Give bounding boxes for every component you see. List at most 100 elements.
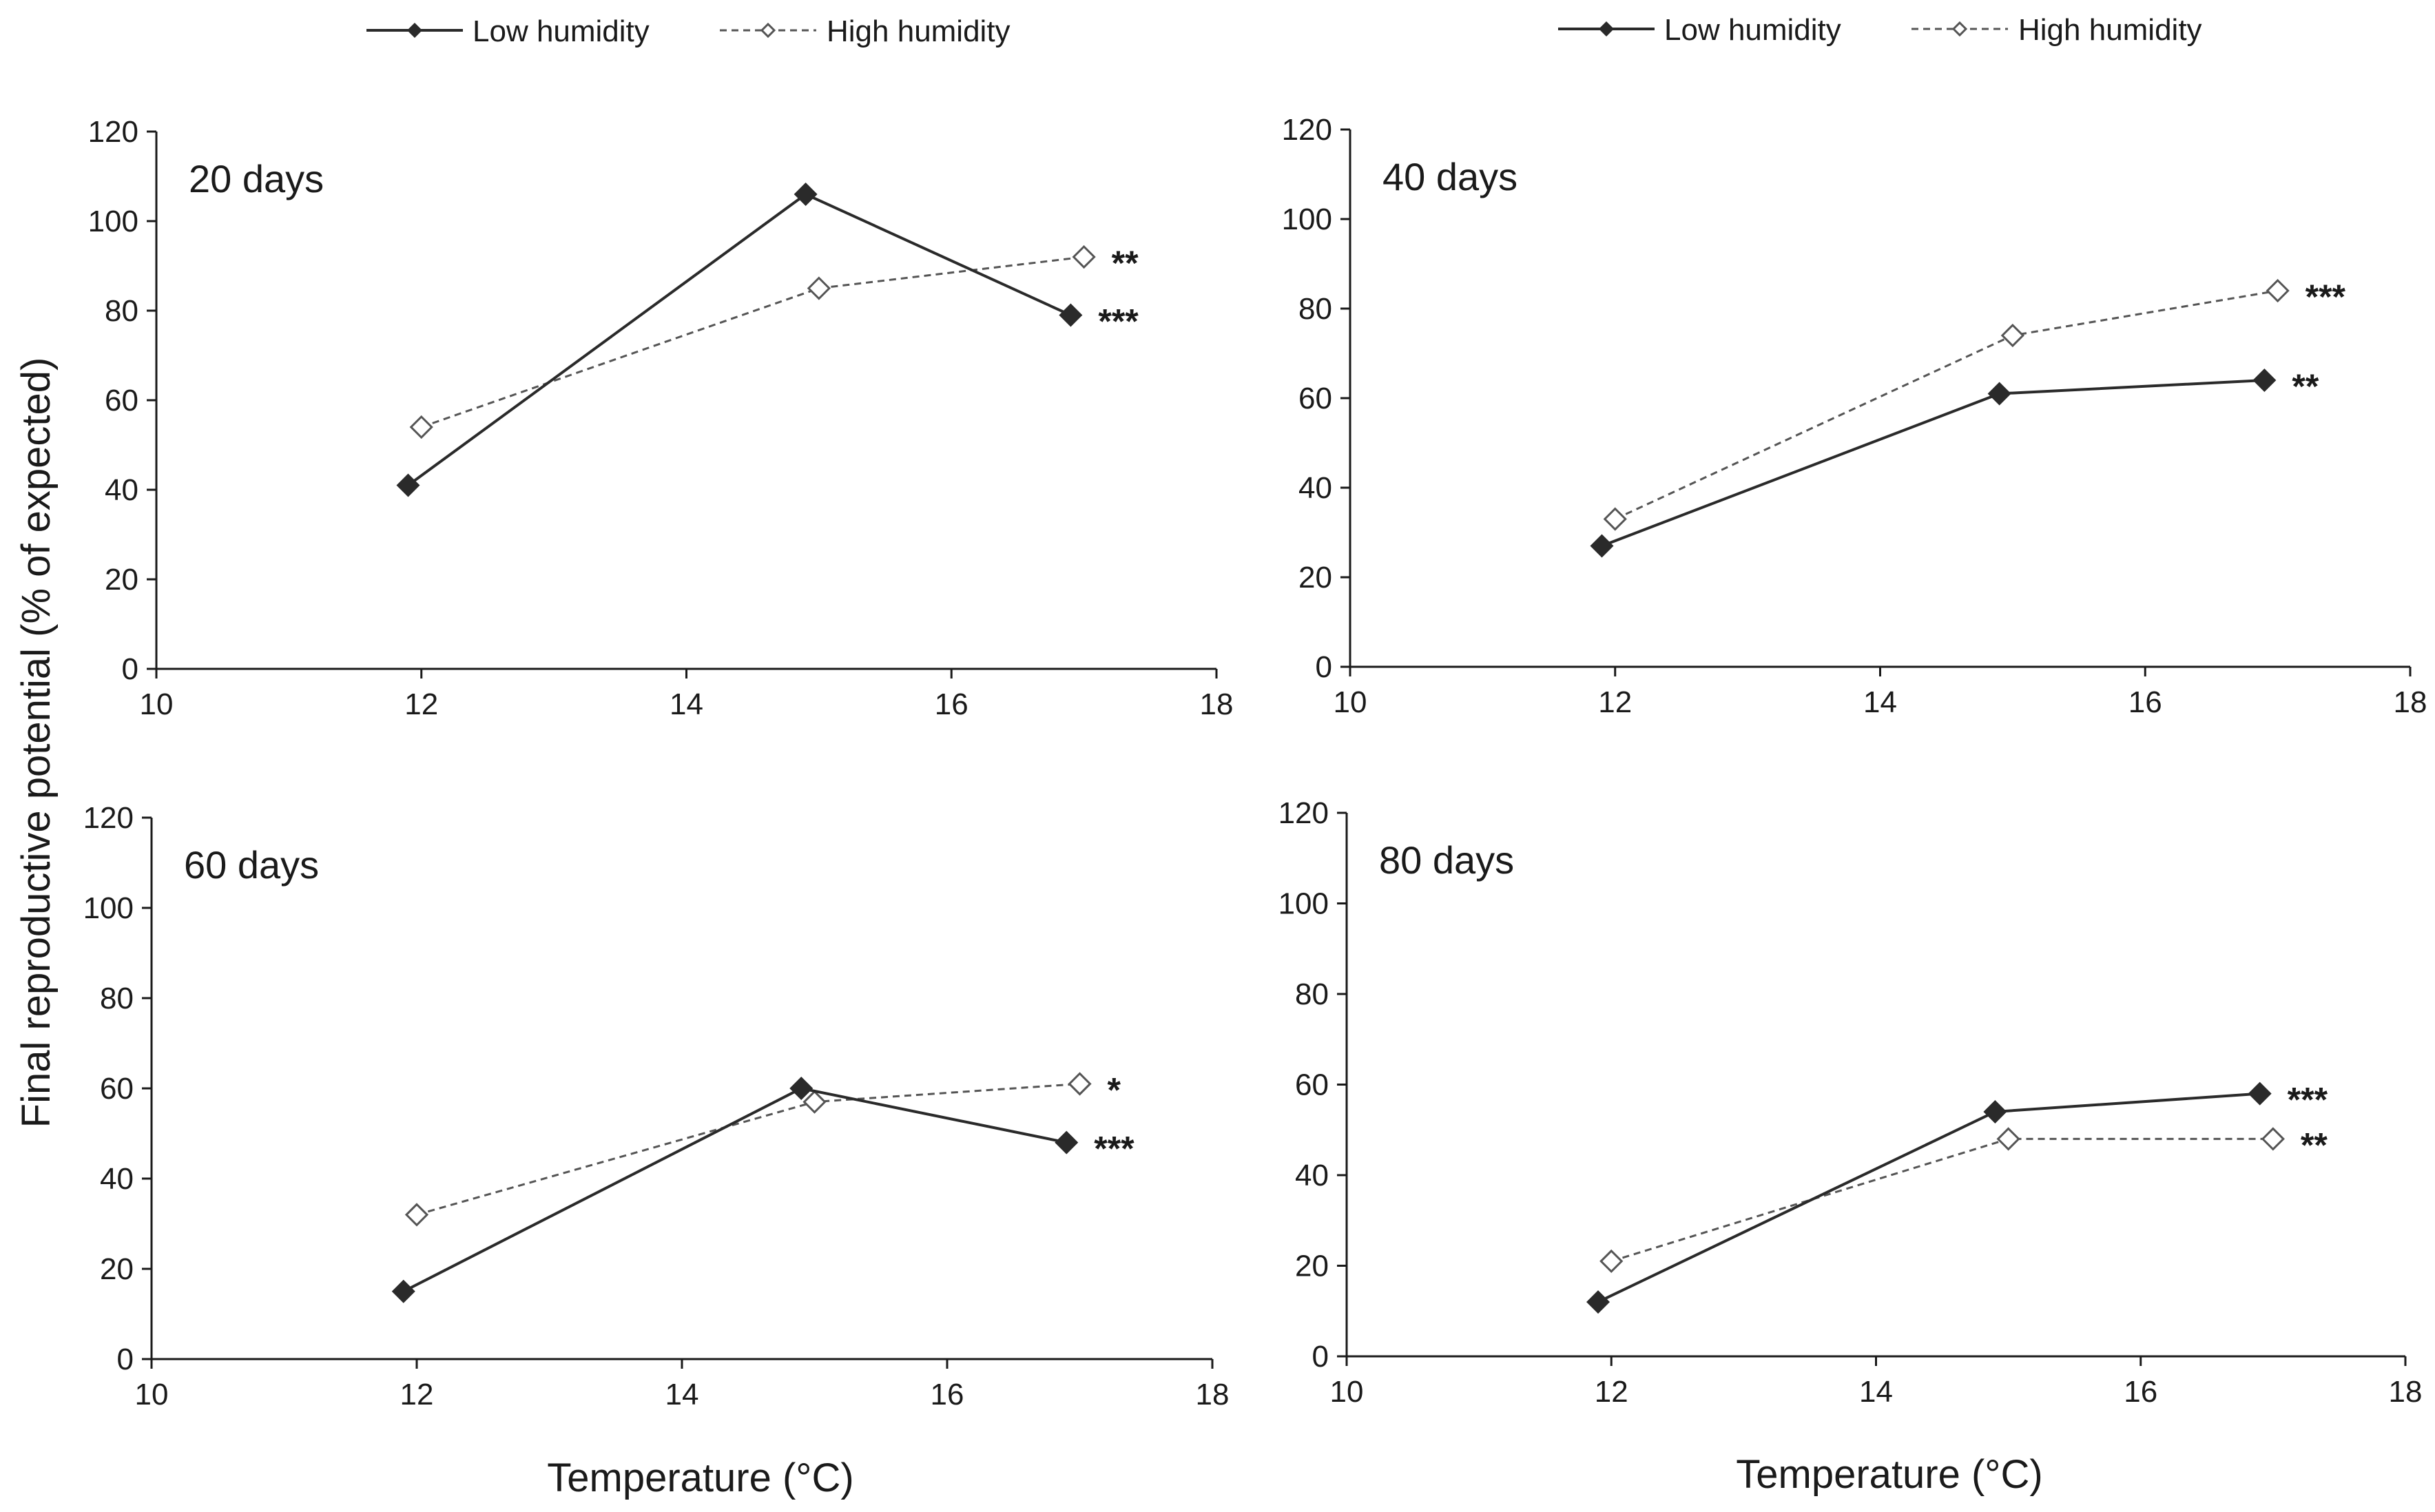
x-tick-label: 14: [670, 687, 703, 721]
y-tick-label: 120: [83, 801, 134, 835]
high-humidity-point: [1996, 1127, 2020, 1151]
y-tick-label: 80: [1295, 977, 1329, 1011]
y-tick-label: 60: [105, 384, 138, 417]
y-tick-label: 40: [1298, 471, 1332, 505]
y-tick-label: 100: [88, 205, 138, 238]
y-tick-label: 40: [105, 473, 138, 507]
low-humidity-point: [391, 1279, 415, 1303]
low-humidity-line: [407, 192, 1072, 487]
y-tick-label: 20: [100, 1252, 134, 1286]
low-humidity-point: [1590, 534, 1614, 558]
y-tick-label: 100: [1278, 887, 1329, 921]
y-tick-label: 100: [1282, 203, 1332, 236]
x-tick-label: 10: [140, 687, 174, 721]
y-tick-label: 80: [105, 294, 138, 328]
legend-high-label: High humidity: [827, 14, 1011, 48]
y-tick-label: 120: [1282, 113, 1332, 147]
high-humidity-point: [802, 1090, 827, 1114]
y-tick-label: 0: [117, 1343, 134, 1376]
low-humidity-significance: ***: [2288, 1081, 2328, 1119]
x-tick-label: 16: [935, 687, 968, 721]
high-humidity-point: [1599, 1249, 1624, 1274]
x-tick-label: 12: [1598, 685, 1632, 719]
high-humidity-significance: **: [2301, 1126, 2328, 1164]
high-humidity-point: [1068, 1072, 1092, 1096]
y-tick-label: 80: [1298, 292, 1332, 326]
high-humidity-point: [2000, 323, 2025, 348]
x-tick-label: 10: [1334, 685, 1367, 719]
low-humidity-point: [1059, 303, 1083, 327]
low-humidity-significance: ***: [1098, 302, 1139, 341]
legend-low-label: Low humidity: [1664, 13, 1841, 47]
legend-left: Low humidity High humidity: [366, 14, 1011, 48]
panel-title: 60 days: [184, 843, 319, 887]
y-tick-label: 120: [88, 115, 138, 149]
high-humidity-point: [409, 415, 433, 439]
legend-low-label: Low humidity: [473, 14, 650, 48]
low-humidity-point: [1987, 382, 2011, 406]
y-tick-label: 0: [1316, 650, 1332, 684]
y-tick-label: 40: [100, 1162, 134, 1196]
high-humidity-point: [2266, 278, 2290, 303]
y-tick-label: 0: [122, 652, 138, 686]
legend-high-marker: [1951, 21, 1968, 37]
high-humidity-significance: ***: [2306, 278, 2346, 316]
y-tick-label: 40: [1295, 1159, 1329, 1192]
x-tick-label: 14: [1859, 1375, 1893, 1409]
legend-high-label: High humidity: [2018, 13, 2202, 47]
x-axis-title-left: Temperature (°C): [547, 1456, 853, 1500]
legend-low-marker: [1599, 21, 1614, 37]
low-humidity-line: [402, 1086, 1067, 1293]
panel-title: 40 days: [1382, 155, 1517, 198]
low-humidity-point: [1983, 1099, 2007, 1123]
high-humidity-point: [1072, 245, 1096, 269]
x-tick-label: 18: [1196, 1378, 1230, 1411]
panel-title: 80 days: [1379, 838, 1514, 882]
low-humidity-significance: **: [2292, 367, 2319, 406]
high-humidity-point: [1603, 507, 1627, 531]
y-tick-label: 80: [100, 982, 134, 1015]
high-humidity-point: [2261, 1127, 2286, 1151]
legend-low-marker: [407, 23, 422, 38]
low-humidity-point: [1586, 1290, 1610, 1314]
high-humidity-line: [1615, 289, 2278, 520]
legend-right: Low humidity High humidity: [1558, 13, 2202, 47]
y-tick-label: 100: [83, 891, 134, 925]
x-tick-label: 12: [1595, 1375, 1628, 1409]
low-humidity-point: [2252, 369, 2277, 392]
low-humidity-line: [1597, 1092, 2260, 1303]
y-tick-label: 20: [105, 563, 138, 597]
high-humidity-line: [421, 256, 1084, 428]
y-tick-label: 60: [1295, 1068, 1329, 1102]
x-axis-title-right: Temperature (°C): [1736, 1452, 2042, 1497]
y-tick-label: 20: [1295, 1250, 1329, 1283]
high-humidity-point: [404, 1203, 429, 1227]
x-tick-label: 14: [1863, 685, 1897, 719]
x-tick-label: 16: [931, 1378, 964, 1411]
x-tick-label: 16: [2128, 685, 2162, 719]
high-humidity-line: [416, 1082, 1080, 1216]
y-tick-label: 60: [100, 1072, 134, 1106]
low-humidity-point: [1055, 1130, 1079, 1154]
x-tick-label: 18: [2389, 1375, 2423, 1409]
x-tick-label: 16: [2124, 1375, 2157, 1409]
high-humidity-significance: *: [1108, 1070, 1121, 1109]
low-humidity-line: [1601, 379, 2265, 548]
y-tick-label: 120: [1278, 796, 1329, 830]
high-humidity-significance: **: [1112, 244, 1139, 282]
x-tick-label: 10: [1330, 1375, 1364, 1409]
x-tick-label: 18: [2394, 685, 2427, 719]
y-tick-label: 20: [1298, 561, 1332, 594]
x-tick-label: 12: [400, 1378, 434, 1411]
legend-high-marker: [760, 22, 776, 39]
low-humidity-point: [396, 473, 420, 497]
low-humidity-point: [2248, 1081, 2272, 1106]
x-tick-label: 14: [665, 1378, 699, 1411]
low-humidity-point: [794, 183, 818, 206]
low-humidity-point: [789, 1077, 814, 1100]
